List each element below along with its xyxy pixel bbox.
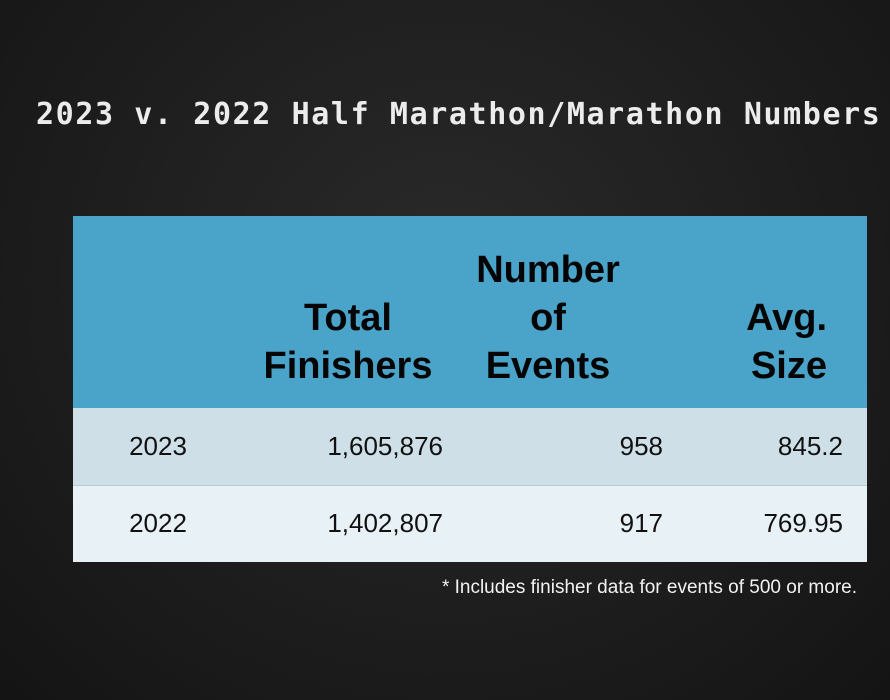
cell-number-of-events: 917 xyxy=(619,508,663,539)
header-total-finishers: Total Finishers xyxy=(243,216,443,408)
header-year xyxy=(73,216,243,408)
header-total-line2: Finishers xyxy=(263,345,433,387)
slide-title: 2023 v. 2022 Half Marathon/Marathon Numb… xyxy=(36,97,882,132)
table-row-2023: 2023 1,605,876 958 845.2 xyxy=(73,408,867,485)
header-avg-size: Avg. Size xyxy=(663,216,867,408)
header-total-line1: Total xyxy=(304,297,392,339)
cell-number-of-events: 958 xyxy=(619,430,663,461)
cell-total-finishers: 1,605,876 xyxy=(327,430,443,461)
table-row-2022: 2022 1,402,807 917 769.95 xyxy=(73,485,867,562)
header-events-line1: Number xyxy=(476,249,620,291)
header-number-of-events: Number of Events xyxy=(443,216,663,408)
table-header-row: Total Finishers Number of Events Avg. Si… xyxy=(73,216,867,408)
header-events-line3: Events xyxy=(485,345,611,387)
comparison-table: Total Finishers Number of Events Avg. Si… xyxy=(73,216,867,562)
cell-total-finishers: 1,402,807 xyxy=(327,508,443,539)
cell-avg-size: 769.95 xyxy=(763,508,843,539)
header-avg-line1: Avg. xyxy=(746,297,827,339)
cell-avg-size: 845.2 xyxy=(777,430,843,461)
header-avg-line2: Size xyxy=(750,345,827,387)
footnote: * Includes finisher data for events of 5… xyxy=(441,577,857,598)
header-events-line2: of xyxy=(530,297,566,339)
comparison-table-container: Total Finishers Number of Events Avg. Si… xyxy=(73,216,867,562)
cell-year: 2022 xyxy=(129,508,187,539)
cell-year: 2023 xyxy=(129,430,187,461)
